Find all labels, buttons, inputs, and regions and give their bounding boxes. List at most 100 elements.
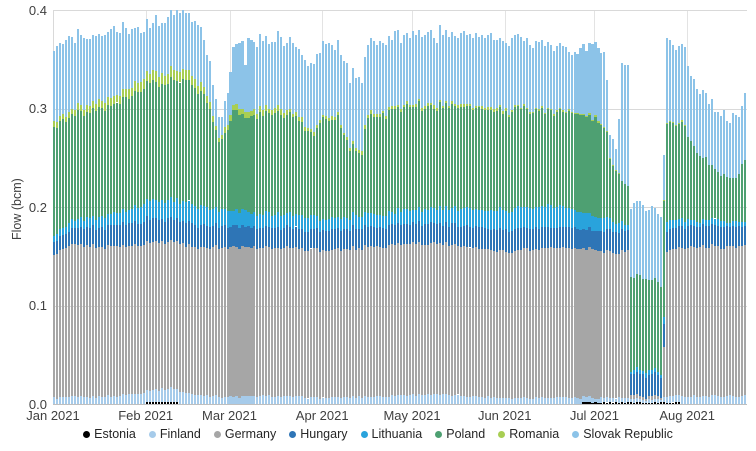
- bar-segment-finland: [600, 397, 603, 403]
- bar-segment-germany: [678, 247, 681, 395]
- bar-segment-romania: [127, 89, 130, 99]
- bar-segment-poland: [411, 107, 415, 211]
- bar-segment-slovak-republic: [304, 60, 307, 128]
- bar-segment-lithuania: [319, 221, 322, 232]
- bar-segment-hungary: [346, 229, 349, 249]
- bar-segment-germany: [726, 246, 729, 397]
- bar-segment-germany: [522, 248, 525, 398]
- bar-segment-slovak-republic: [603, 51, 606, 128]
- bar-segment-romania: [277, 105, 280, 111]
- bar-segment-slovak-republic: [280, 36, 283, 110]
- bar-segment-lithuania: [645, 372, 648, 378]
- bar-segment-finland: [337, 397, 340, 404]
- bar-segment-poland: [394, 109, 397, 214]
- bar-segment-romania: [130, 87, 133, 96]
- bar-segment-slovak-republic: [112, 25, 115, 97]
- bar-segment-germany: [388, 245, 391, 397]
- bar-segment-estonia: [669, 402, 672, 404]
- bar-segment-slovak-republic: [669, 39, 672, 121]
- bar-segment-poland: [639, 275, 642, 370]
- bar-segment-poland: [73, 116, 77, 222]
- bar-segment-lithuania: [429, 206, 432, 223]
- bar-segment-finland: [720, 397, 723, 404]
- bar-segment-lithuania: [516, 206, 519, 228]
- bar-segment-slovak-republic: [411, 31, 415, 105]
- bar-segment-germany: [235, 246, 238, 397]
- bar-segment-poland: [253, 115, 256, 212]
- bar-segment-finland: [438, 394, 441, 404]
- bar-segment-finland: [292, 397, 295, 404]
- bar-segment-germany: [106, 245, 109, 396]
- bar-segment-finland: [489, 398, 492, 404]
- x-tick-label: Feb 2021: [118, 408, 174, 423]
- bar-segment-germany: [735, 247, 738, 397]
- bar-segment-poland: [199, 90, 202, 206]
- bar-segment-slovak-republic: [624, 64, 627, 184]
- bar-segment-slovak-republic: [651, 206, 654, 280]
- y-tick-label: 0.4: [28, 2, 47, 18]
- bar-segment-lithuania: [85, 216, 88, 228]
- bar-segment-lithuania: [684, 222, 687, 229]
- bar-segment-slovak-republic: [492, 40, 495, 110]
- bar-segment-finland: [417, 393, 421, 404]
- bar-segment-germany: [705, 247, 708, 396]
- bar-segment-germany: [97, 247, 100, 396]
- bar-segment-romania: [681, 120, 684, 122]
- bar-segment-hungary: [211, 225, 214, 247]
- bar-segment-romania: [684, 125, 687, 126]
- bar-segment-germany: [513, 251, 516, 398]
- bar-segment-lithuania: [609, 217, 612, 230]
- bar-segment-lithuania: [61, 227, 65, 235]
- bar-segment-lithuania: [450, 207, 453, 224]
- bar-segment-romania: [76, 103, 79, 110]
- bar-segment-finland: [340, 398, 343, 404]
- bar-segment-hungary: [53, 241, 56, 255]
- bar-segment-germany: [417, 242, 421, 394]
- legend-dot-lithuania: [360, 430, 368, 438]
- bar-segment-germany: [88, 246, 91, 398]
- bar-segment-finland: [271, 397, 274, 404]
- bar-segment-poland: [693, 145, 696, 221]
- bar-segment-germany: [295, 247, 298, 396]
- bar-segment-germany: [274, 247, 277, 397]
- bar-segment-lithuania: [651, 369, 654, 374]
- bar-segment-lithuania: [163, 202, 166, 222]
- bar-segment-romania: [367, 115, 370, 118]
- bar-segment-poland: [744, 160, 747, 222]
- bar-segment-slovak-republic: [663, 155, 666, 201]
- bar-segment-finland: [450, 395, 453, 404]
- bar-segment-germany: [564, 248, 567, 398]
- bar-segment-finland: [609, 398, 612, 403]
- bar-segment-poland: [453, 105, 456, 206]
- bar-segment-lithuania: [53, 235, 56, 242]
- bar-segment-germany: [328, 251, 331, 399]
- bar-segment-lithuania: [453, 205, 456, 223]
- bar-segment-germany: [364, 245, 367, 397]
- bar-segment-lithuania: [142, 204, 145, 223]
- bar-segment-romania: [382, 110, 385, 114]
- bar-segment-hungary: [672, 227, 675, 250]
- bar-segment-finland: [645, 400, 648, 403]
- bar-segment-slovak-republic: [64, 40, 68, 117]
- bar-segment-estonia: [657, 402, 660, 404]
- x-tick-label: Apr 2021: [295, 408, 349, 423]
- bar-segment-lithuania: [618, 223, 621, 234]
- bar-segment-estonia: [633, 402, 636, 404]
- bar-segment-lithuania: [91, 216, 94, 225]
- bar-segment-estonia: [612, 402, 615, 404]
- bar-segment-poland: [136, 91, 139, 209]
- bar-segment-romania: [244, 112, 247, 119]
- bar-segment-slovak-republic: [103, 35, 106, 104]
- bar-segment-slovak-republic: [711, 98, 714, 166]
- bar-segment-lithuania: [202, 206, 205, 225]
- bar-segment-poland: [337, 114, 340, 217]
- bar-segment-germany: [642, 396, 645, 400]
- bar-segment-romania: [606, 130, 609, 132]
- bar-segment-poland: [444, 102, 447, 207]
- bar-segment-slovak-republic: [627, 65, 630, 186]
- bar-segment-slovak-republic: [94, 35, 97, 104]
- bar-segment-hungary: [465, 225, 468, 247]
- bar-segment-poland: [588, 114, 591, 213]
- bar-segment-romania: [193, 79, 196, 89]
- bar-segment-poland: [160, 83, 163, 201]
